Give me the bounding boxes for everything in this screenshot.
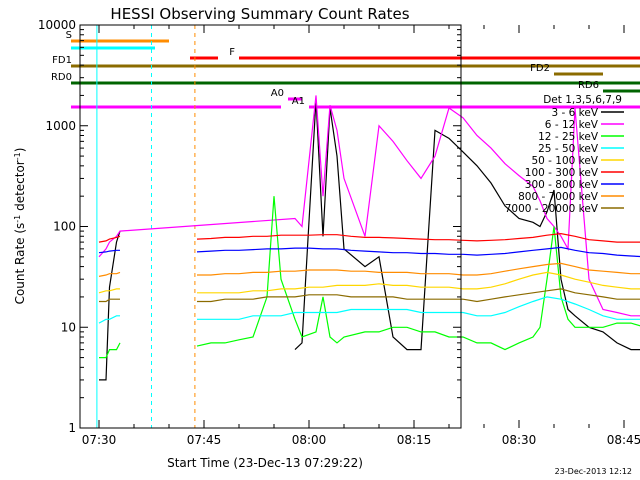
x-tick-label-5: 08:45 <box>607 433 640 447</box>
flag-label-rd0: RD0 <box>51 72 72 83</box>
y-tick-label-1: 10 <box>61 320 76 334</box>
flag-label-s: S <box>66 30 72 41</box>
legend-label-8: 7000 - 20000 keV <box>505 203 599 215</box>
chart-title: HESSI Observing Summary Count Rates <box>110 5 409 23</box>
series-line-8 <box>99 288 640 303</box>
flag-label-fd2: FD2 <box>530 63 550 74</box>
legend-label-4: 50 - 100 keV <box>531 155 598 167</box>
x-axis-label: Start Time (23-Dec-13 07:29:22) <box>167 456 363 470</box>
series-line-7 <box>98 262 640 277</box>
x-tick-label-0: 07:30 <box>82 433 117 447</box>
timestamp-stamp: 23-Dec-2013 12:12 <box>555 467 632 476</box>
flags-layer: SNFFD1FD2RD0RD6A0A1 <box>51 30 640 109</box>
series-line-0 <box>99 99 640 381</box>
y-label-mid: detector <box>13 160 27 215</box>
series-line-5 <box>98 232 640 243</box>
y-tick-label-4: 10000 <box>38 18 76 32</box>
series-layer <box>98 95 640 381</box>
legend-label-7: 800 - 7000 keV <box>518 191 599 203</box>
x-tick-label-4: 08:30 <box>502 433 537 447</box>
y-tick-label-2: 100 <box>53 220 76 234</box>
legend-title: Det 1,3,5,6,7,9 <box>543 94 622 106</box>
vertical-markers <box>96 25 196 428</box>
legend-label-5: 100 - 300 keV <box>525 167 599 179</box>
y-tick-label-3: 1000 <box>45 119 76 133</box>
legend-label-3: 25 - 50 keV <box>538 143 599 155</box>
flag-label-f: F <box>229 47 235 58</box>
y-label-sup1: -1 <box>13 215 22 223</box>
y-axis-label: Count Rate (s-1 detector-1) <box>13 148 28 305</box>
series-line-6 <box>98 246 640 258</box>
flag-label-rd6: RD6 <box>578 80 599 91</box>
x-tick-label-3: 08:15 <box>397 433 432 447</box>
flag-label-fd1: FD1 <box>52 55 72 66</box>
series-line-3 <box>98 296 640 324</box>
series-line-4 <box>98 271 640 294</box>
y-label-end: ) <box>13 148 27 153</box>
y-tick-label-0: 1 <box>68 421 76 435</box>
x-tick-label-1: 07:45 <box>187 433 222 447</box>
flag-label-a0: A0 <box>271 88 284 99</box>
series-line-2 <box>99 196 640 359</box>
x-tick-label-2: 08:00 <box>292 433 327 447</box>
series-line-1 <box>98 95 640 317</box>
legend-label-2: 12 - 25 keV <box>538 131 599 143</box>
y-label-main: Count Rate (s <box>13 223 27 305</box>
legend-label-6: 300 - 800 keV <box>525 179 599 191</box>
flag-label-a1: A1 <box>292 96 305 107</box>
legend-label-1: 6 - 12 keV <box>545 119 599 131</box>
legend-label-0: 3 - 6 keV <box>551 107 598 119</box>
y-label-sup2: -1 <box>13 152 22 160</box>
y-axis: 1 10 100 1000 10000 <box>38 18 461 435</box>
